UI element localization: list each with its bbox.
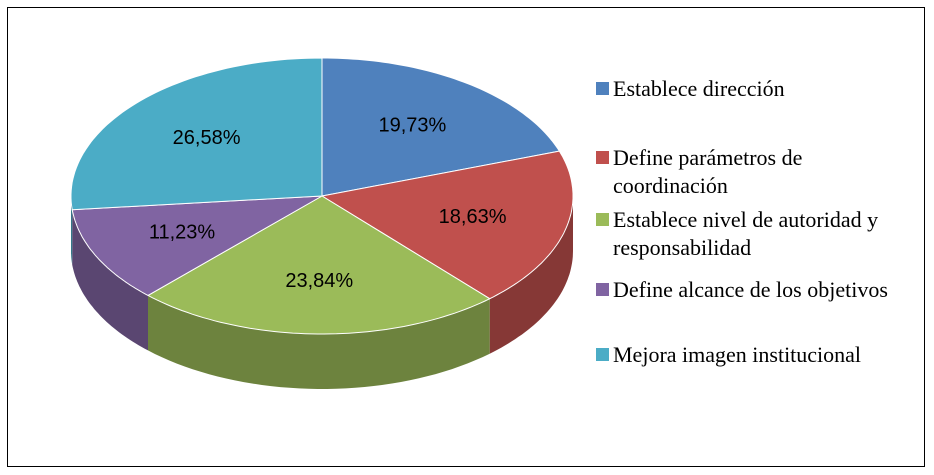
pie-side bbox=[72, 209, 148, 351]
chart-frame bbox=[7, 7, 925, 467]
data-label: 19,73% bbox=[378, 115, 446, 137]
pie-side bbox=[148, 295, 490, 389]
legend-item: Define parámetros de coordinación bbox=[596, 144, 921, 200]
data-label: 18,63% bbox=[439, 206, 507, 228]
legend-item: Mejora imagen institucional bbox=[596, 341, 921, 369]
pie-side bbox=[71, 196, 73, 265]
legend-swatch bbox=[596, 213, 609, 226]
legend-label: Mejora imagen institucional bbox=[613, 342, 862, 367]
pie-slice bbox=[320, 150, 574, 300]
legend-item: Define alcance de los objetivos bbox=[596, 276, 921, 304]
legend-label: Define alcance de los objetivos bbox=[613, 277, 888, 302]
legend-swatch bbox=[596, 283, 609, 296]
pie-side bbox=[489, 196, 573, 354]
data-label: 11,23% bbox=[149, 222, 216, 244]
legend-label: Establece dirección bbox=[613, 76, 785, 101]
data-label: 23,84% bbox=[285, 270, 353, 292]
data-label: 26,58% bbox=[173, 127, 241, 149]
pie-slice bbox=[70, 57, 323, 211]
legend-swatch bbox=[596, 82, 609, 95]
legend-swatch bbox=[596, 348, 609, 361]
pie-slice bbox=[71, 195, 323, 296]
pie-slice bbox=[321, 57, 561, 197]
legend-item: Establece dirección bbox=[596, 75, 921, 103]
legend-label: Define parámetros de coordinación bbox=[613, 145, 803, 198]
legend-swatch bbox=[596, 151, 609, 164]
pie-slice bbox=[146, 195, 491, 335]
legend-label: Establece nivel de autoridad y responsab… bbox=[613, 207, 879, 260]
legend-item: Establece nivel de autoridad y responsab… bbox=[596, 206, 921, 262]
